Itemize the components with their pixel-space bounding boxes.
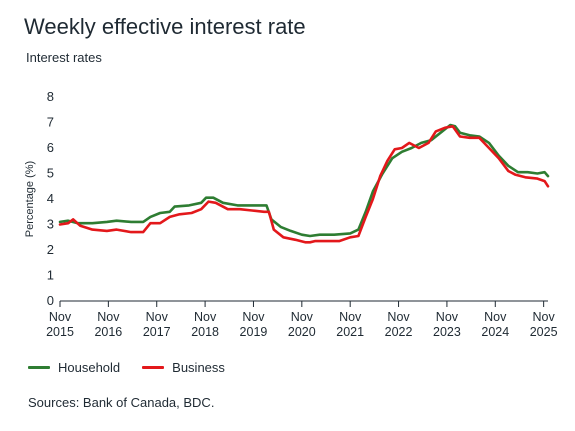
legend-swatch-household [28, 366, 50, 369]
x-tick-label-month: Nov [194, 310, 217, 324]
legend-swatch-business [142, 366, 165, 369]
legend-item-household: Household [28, 360, 120, 375]
y-axis-label: Percentage (%) [24, 161, 36, 237]
series-line-household [58, 123, 550, 238]
x-tick-label-month: Nov [97, 310, 120, 324]
x-tick-label-year: 2020 [288, 325, 316, 339]
y-tick-label: 7 [47, 115, 54, 130]
x-tick-label-year: 2018 [191, 325, 219, 339]
x-tick-label-year: 2016 [94, 325, 122, 339]
x-tick-label-year: 2019 [240, 325, 268, 339]
x-tick-label-month: Nov [242, 310, 265, 324]
y-tick-label: 0 [47, 293, 54, 308]
y-tick-label: 4 [47, 191, 54, 206]
y-tick-label: 5 [47, 166, 54, 181]
chart-legend: Household Business [28, 360, 225, 375]
chart-title: Weekly effective interest rate [24, 14, 306, 39]
x-tick-label-year: 2022 [385, 325, 413, 339]
x-tick-label-month: Nov [484, 310, 507, 324]
y-tick-label: 2 [47, 242, 54, 257]
chart-subtitle: Interest rates [26, 50, 102, 65]
x-tick-label-year: 2025 [530, 325, 558, 339]
x-tick-label-year: 2024 [481, 325, 509, 339]
x-tick-label-month: Nov [436, 310, 459, 324]
x-tick-label-month: Nov [533, 310, 556, 324]
x-tick-label-month: Nov [291, 310, 314, 324]
legend-label-household: Household [58, 360, 121, 375]
legend-label-business: Business [172, 360, 225, 375]
x-tick-label-year: 2023 [433, 325, 461, 339]
series-line-business [58, 125, 550, 244]
y-tick-label: 3 [47, 217, 54, 232]
x-tick-label-month: Nov [146, 310, 169, 324]
x-tick-label-year: 2017 [143, 325, 171, 339]
x-tick-label-month: Nov [339, 310, 362, 324]
x-tick-label-month: Nov [387, 310, 410, 324]
x-tick-label-month: Nov [49, 310, 72, 324]
y-tick-label: 8 [47, 89, 54, 104]
y-tick-label: 1 [47, 268, 54, 283]
x-tick-label-year: 2021 [336, 325, 364, 339]
source-note: Sources: Bank of Canada, BDC. [28, 395, 215, 410]
legend-item-business: Business [142, 360, 225, 375]
y-tick-label: 6 [47, 140, 54, 155]
x-tick-label-year: 2015 [46, 325, 74, 339]
